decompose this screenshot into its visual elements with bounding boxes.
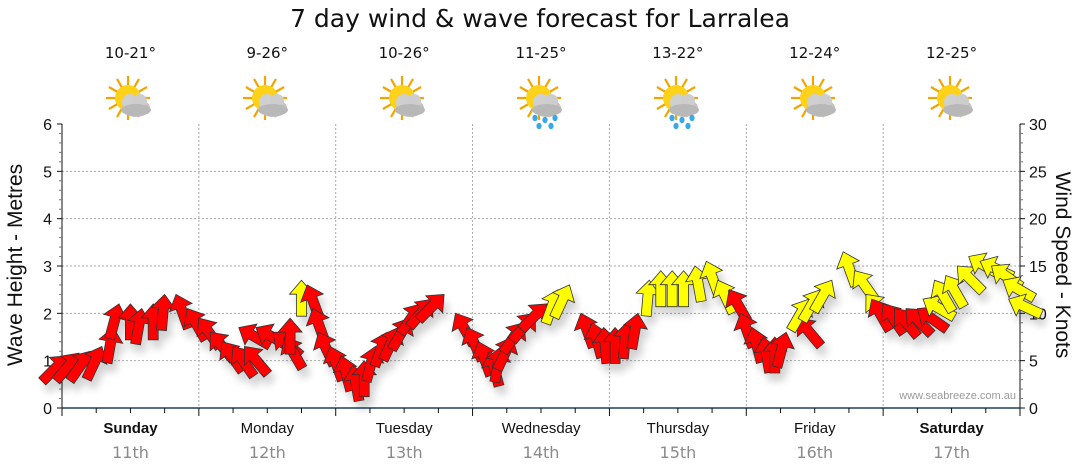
left-tick-label: 2 <box>43 306 52 323</box>
showers-icon <box>511 72 571 130</box>
day-temperature: 10-21° <box>104 44 156 62</box>
left-tick-label: 4 <box>43 212 52 229</box>
day-temperature: 9-26° <box>246 44 289 62</box>
wind-arrow <box>808 279 836 315</box>
day-name-label: Friday <box>793 420 836 437</box>
left-axis-label: Wave Height - Metres <box>4 163 27 367</box>
partly-cloudy-icon <box>785 72 845 128</box>
partly-cloudy-icon <box>237 72 297 128</box>
wind-arrows <box>38 251 1044 403</box>
right-tick-label: 0 <box>1029 401 1038 418</box>
day-date-label: 17th <box>933 443 971 462</box>
day-temperature: 13-22° <box>652 44 704 62</box>
right-tick-label: 25 <box>1029 164 1047 181</box>
wind-arrow <box>770 331 795 369</box>
wind-arrow <box>243 346 273 378</box>
right-tick-label: 20 <box>1029 212 1047 229</box>
wind-arrow <box>1008 293 1044 320</box>
day-name-label: Thursday <box>646 420 710 437</box>
chart-title: 7 day wind & wave forecast for Larralea <box>290 4 790 33</box>
day-name-label: Tuesday <box>375 420 433 437</box>
partly-cloudy-icon <box>374 72 434 128</box>
wind-arrow <box>277 317 303 355</box>
wind-arrow <box>238 323 274 351</box>
grid-lines <box>62 124 1020 408</box>
left-tick-label: 1 <box>43 354 52 371</box>
day-name-label: Wednesday <box>501 420 581 437</box>
day-temperature: 11-25° <box>515 44 567 62</box>
partly-cloudy-icon <box>100 72 160 128</box>
day-name-label: Monday <box>240 420 295 437</box>
wind-arrow <box>796 317 826 350</box>
wind-arrow <box>81 345 108 382</box>
showers-icon <box>648 72 708 130</box>
day-name-label: Saturday <box>919 420 984 437</box>
day-temperature: 12-25° <box>926 44 978 62</box>
watermark: www.seabreeze.com.au <box>899 390 1016 402</box>
right-tick-label: 15 <box>1029 259 1047 276</box>
left-tick-label: 5 <box>43 164 52 181</box>
left-tick-label: 0 <box>43 401 52 418</box>
right-tick-label: 5 <box>1029 354 1038 371</box>
day-temperature: 10-26° <box>378 44 430 62</box>
day-temperature: 12-24° <box>789 44 841 62</box>
wind-arrow <box>941 274 969 310</box>
left-tick-label: 6 <box>43 117 52 134</box>
day-date-label: 11th <box>112 443 149 462</box>
day-date-label: 13th <box>385 443 423 462</box>
wind-arrow <box>549 284 576 321</box>
wind-arrow <box>712 279 739 316</box>
right-tick-label: 30 <box>1029 117 1047 134</box>
right-axis-label: Wind Speed - Knots <box>1051 171 1074 359</box>
left-tick-label: 3 <box>43 259 52 276</box>
wind-arrow <box>622 312 649 351</box>
day-name-label: Sunday <box>103 420 158 437</box>
day-date-label: 16th <box>796 443 834 462</box>
day-date-label: 12th <box>248 443 286 462</box>
wind-arrow <box>1002 276 1038 304</box>
day-date-label: 15th <box>659 443 697 462</box>
wind-arrow <box>414 293 445 324</box>
day-date-label: 14th <box>522 443 560 462</box>
axes: 0123456051015202530 <box>43 117 1047 418</box>
partly-cloudy-icon <box>922 72 982 128</box>
